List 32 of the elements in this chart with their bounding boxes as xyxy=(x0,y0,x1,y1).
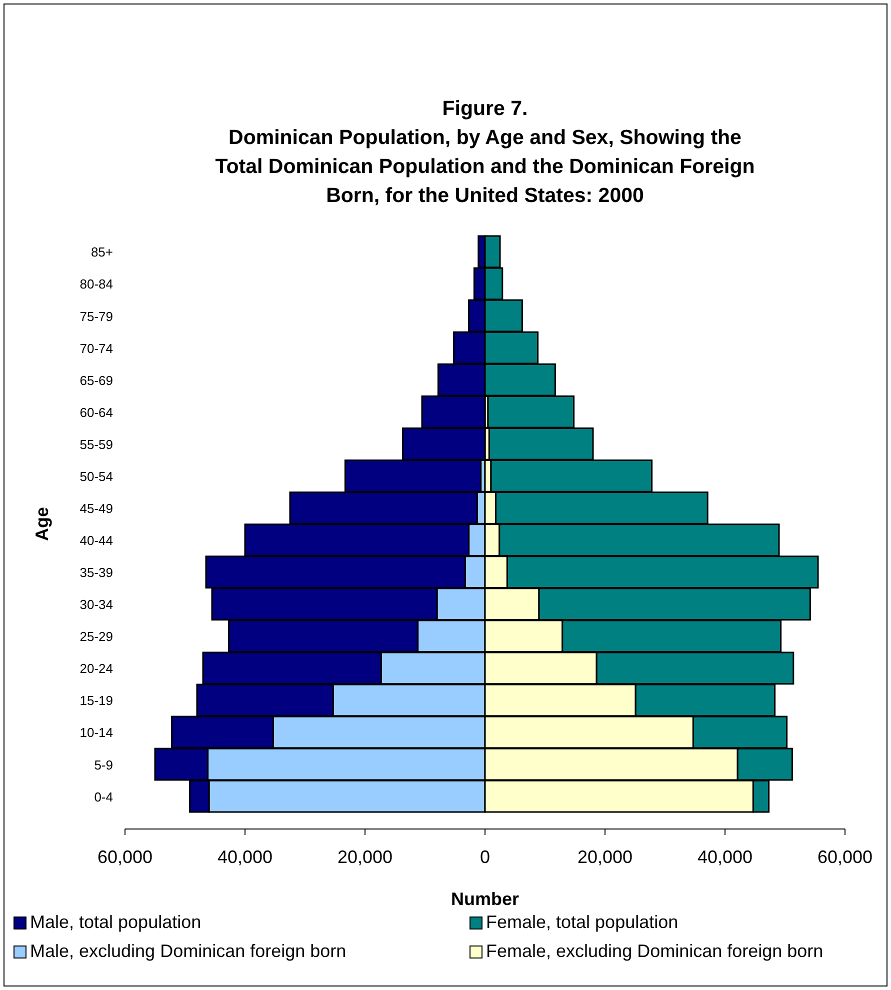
y-tick-label: 35-39 xyxy=(80,565,113,580)
y-tick-label: 15-19 xyxy=(80,693,113,708)
y-tick-label: 70-74 xyxy=(80,340,113,356)
y-tick-label: 85+ xyxy=(90,244,113,260)
y-tick-label: 40-44 xyxy=(80,533,113,548)
x-tick-label: 20,000 xyxy=(337,847,393,867)
y-tick-label: 45-49 xyxy=(80,500,113,516)
y-tick-label: 65-69 xyxy=(80,372,113,388)
y-tick-label: 55-59 xyxy=(80,436,113,452)
y-tick-label: 20-24 xyxy=(80,661,113,676)
y-tick-label: 30-34 xyxy=(80,597,113,612)
y-tick-label: 80-84 xyxy=(80,276,113,292)
y-tick-label: 0-4 xyxy=(94,789,113,804)
y-tick-label: 25-29 xyxy=(80,629,113,644)
x-tick-label: 0 xyxy=(480,847,490,867)
x-tick-label: 60,000 xyxy=(97,847,153,867)
legend-label: Female, total population xyxy=(486,912,678,932)
legend-label: Female, excluding Dominican foreign born xyxy=(486,941,824,961)
y-tick-label: 5-9 xyxy=(94,757,113,772)
chart-title: Figure 7. Dominican Population, by Age and Sex, Showing the Total Dominican Population and the Dominican Foreign Born, for the United States: 2000 xyxy=(215,97,755,207)
y-tick-label: 50-54 xyxy=(80,468,113,484)
y-tick-label: 75-79 xyxy=(80,308,113,324)
x-tick-label: 40,000 xyxy=(697,847,753,867)
y-tick-label: 10-14 xyxy=(80,725,113,740)
x-tick-label: 40,000 xyxy=(217,847,273,867)
x-tick-label: 60,000 xyxy=(817,847,873,867)
legend-label: Male, total population xyxy=(30,912,202,932)
x-axis-title: Number xyxy=(450,889,520,909)
x-tick-label: 20,000 xyxy=(577,847,633,867)
y-axis-title: Age xyxy=(32,506,52,542)
legend-label: Male, excluding Dominican foreign born xyxy=(30,941,346,961)
y-tick-label: 60-64 xyxy=(80,404,113,420)
